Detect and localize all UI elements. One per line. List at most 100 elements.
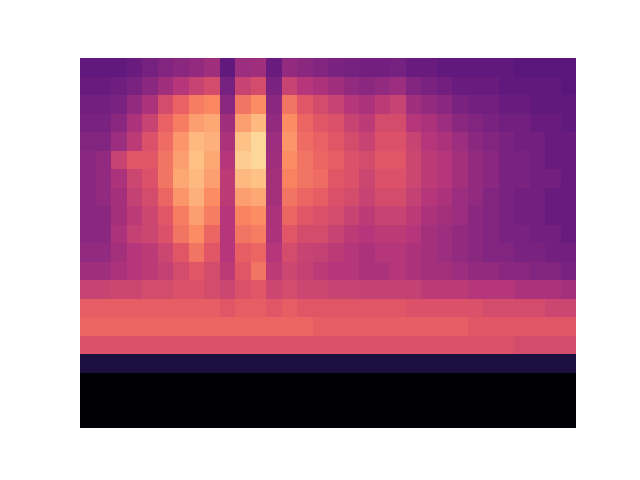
cell	[111, 280, 127, 299]
cell	[468, 132, 484, 151]
cell	[142, 151, 158, 170]
cell	[173, 132, 189, 151]
cell	[328, 95, 344, 114]
cell	[204, 188, 220, 207]
cell	[421, 206, 437, 225]
cell	[80, 169, 96, 188]
cell	[266, 206, 282, 225]
cell	[96, 299, 112, 318]
cell	[421, 58, 437, 77]
cell	[421, 373, 437, 392]
cell	[344, 77, 360, 96]
cell	[514, 354, 530, 373]
cell	[530, 188, 546, 207]
cell	[561, 151, 577, 170]
cell	[282, 280, 298, 299]
cell	[514, 58, 530, 77]
cell	[80, 391, 96, 410]
cell	[111, 373, 127, 392]
cell	[483, 95, 499, 114]
cell	[437, 373, 453, 392]
cell	[220, 354, 236, 373]
cell	[96, 151, 112, 170]
cell	[499, 77, 515, 96]
cell	[96, 169, 112, 188]
cell	[468, 225, 484, 244]
cell	[406, 280, 422, 299]
cell	[530, 243, 546, 262]
cell	[452, 77, 468, 96]
cell	[514, 169, 530, 188]
cell	[514, 410, 530, 429]
cell	[251, 391, 267, 410]
cell	[375, 188, 391, 207]
cell	[499, 280, 515, 299]
cell	[158, 225, 174, 244]
cell	[282, 188, 298, 207]
cell	[80, 225, 96, 244]
cell	[328, 317, 344, 336]
cell	[468, 280, 484, 299]
cell	[111, 151, 127, 170]
cell	[390, 336, 406, 355]
cell	[111, 95, 127, 114]
cell	[406, 95, 422, 114]
cell	[328, 188, 344, 207]
cell	[235, 114, 251, 133]
cell	[344, 225, 360, 244]
cell	[220, 280, 236, 299]
cell	[545, 169, 561, 188]
cell	[468, 95, 484, 114]
cell	[483, 262, 499, 281]
cell	[235, 410, 251, 429]
cell	[80, 336, 96, 355]
cell	[251, 169, 267, 188]
cell	[220, 151, 236, 170]
cell	[297, 262, 313, 281]
cell	[359, 391, 375, 410]
cell	[235, 77, 251, 96]
cell	[390, 262, 406, 281]
cell	[96, 95, 112, 114]
cell	[483, 410, 499, 429]
cell	[96, 354, 112, 373]
cell	[468, 299, 484, 318]
heatmap-cells	[80, 58, 576, 428]
cell	[390, 299, 406, 318]
cell	[111, 188, 127, 207]
cell	[545, 206, 561, 225]
cell	[235, 188, 251, 207]
cell	[390, 169, 406, 188]
cell	[375, 132, 391, 151]
cell	[282, 58, 298, 77]
cell	[390, 206, 406, 225]
cell	[344, 299, 360, 318]
cell	[282, 114, 298, 133]
cell	[545, 114, 561, 133]
cell	[545, 225, 561, 244]
cell	[204, 114, 220, 133]
cell	[344, 410, 360, 429]
cell	[204, 225, 220, 244]
cell	[406, 132, 422, 151]
cell	[96, 410, 112, 429]
cell	[375, 206, 391, 225]
cell	[483, 58, 499, 77]
cell	[235, 132, 251, 151]
cell	[173, 280, 189, 299]
cell	[158, 262, 174, 281]
cell	[530, 114, 546, 133]
cell	[514, 243, 530, 262]
cell	[499, 58, 515, 77]
cell	[204, 206, 220, 225]
cell	[297, 169, 313, 188]
cell	[359, 262, 375, 281]
cell	[561, 95, 577, 114]
cell	[390, 317, 406, 336]
cell	[111, 58, 127, 77]
cell	[96, 225, 112, 244]
cell	[406, 188, 422, 207]
cell	[514, 225, 530, 244]
cell	[251, 225, 267, 244]
cell	[96, 336, 112, 355]
